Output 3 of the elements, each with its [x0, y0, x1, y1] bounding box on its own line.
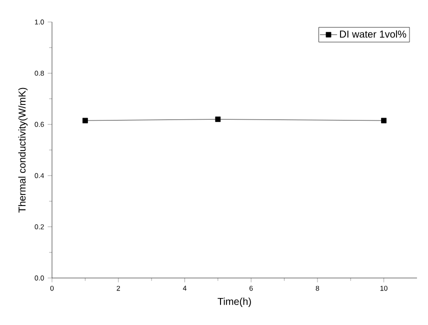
y-axis-title: Thermal conductivity(W/mK) [18, 88, 28, 213]
x-axis-title: Time(h) [218, 298, 251, 307]
legend-label: DI water 1vol% [340, 30, 406, 38]
